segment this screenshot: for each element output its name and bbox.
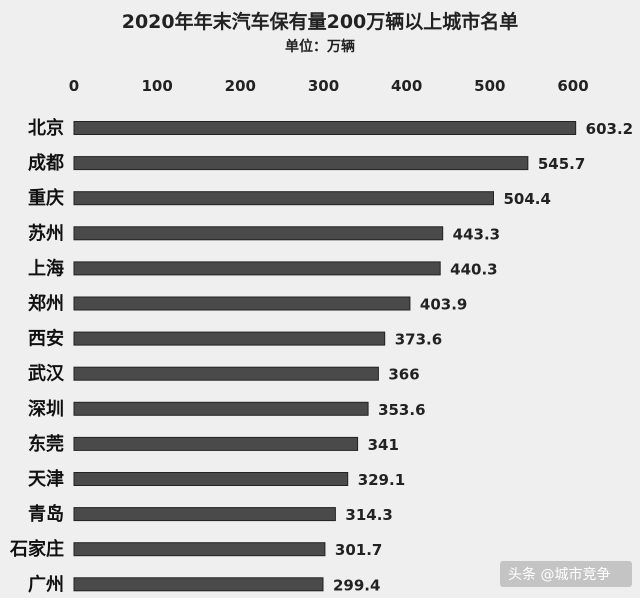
x-tick-label: 100 (142, 77, 173, 95)
bar (73, 261, 441, 276)
watermark: 头条 @城市竞争 (508, 566, 610, 583)
bar (73, 472, 349, 486)
category-label: 郑州 (28, 293, 64, 315)
chart-title: 2020年年末汽车保有量200万辆以上城市名单 (122, 10, 519, 33)
bar (73, 436, 359, 451)
value-label: 440.3 (450, 260, 497, 278)
bar (73, 542, 326, 557)
category-label: 石家庄 (9, 538, 64, 560)
value-label: 403.9 (420, 296, 467, 314)
category-label: 天津 (28, 468, 64, 490)
bar (73, 577, 324, 592)
bar (73, 296, 411, 311)
category-label: 西安 (28, 328, 64, 350)
watermark-backdrop (500, 561, 632, 587)
bar (73, 401, 369, 416)
value-label: 545.7 (538, 155, 585, 173)
category-label: 青岛 (28, 503, 64, 525)
category-label: 北京 (28, 117, 64, 139)
value-label: 603.2 (586, 120, 633, 138)
category-label: 成都 (28, 152, 64, 174)
x-tick-label: 300 (308, 77, 339, 95)
value-label: 373.6 (395, 331, 442, 349)
value-label: 329.1 (358, 471, 405, 489)
value-label: 314.3 (345, 506, 392, 524)
x-tick-label: 400 (391, 77, 422, 95)
bar (73, 366, 379, 381)
category-label: 东莞 (28, 433, 64, 455)
chart-subtitle: 单位：万辆 (285, 38, 355, 55)
category-label: 深圳 (28, 398, 64, 420)
bar (73, 226, 444, 241)
bar (73, 331, 386, 346)
value-label: 301.7 (335, 541, 382, 559)
x-tick-label: 0 (69, 77, 79, 95)
category-label: 武汉 (28, 364, 65, 385)
x-tick-label: 200 (225, 77, 256, 95)
value-label: 504.4 (503, 190, 550, 208)
value-label: 443.3 (453, 225, 500, 243)
bar (73, 156, 529, 171)
bar (73, 191, 494, 206)
category-label: 重庆 (28, 187, 64, 209)
category-label: 广州 (28, 573, 64, 595)
x-axis-ticks: 0 100 200 300 400 500 600 (69, 77, 589, 95)
bar (73, 507, 336, 522)
category-label: 上海 (28, 257, 64, 279)
value-label: 299.4 (333, 576, 380, 594)
x-tick-label: 600 (557, 77, 588, 95)
category-label: 苏州 (28, 222, 64, 244)
value-label: 341 (368, 436, 399, 454)
value-label: 353.6 (378, 401, 425, 419)
x-tick-label: 500 (474, 77, 505, 95)
value-label: 366 (388, 366, 419, 384)
bars (73, 121, 577, 592)
bar (73, 121, 577, 135)
